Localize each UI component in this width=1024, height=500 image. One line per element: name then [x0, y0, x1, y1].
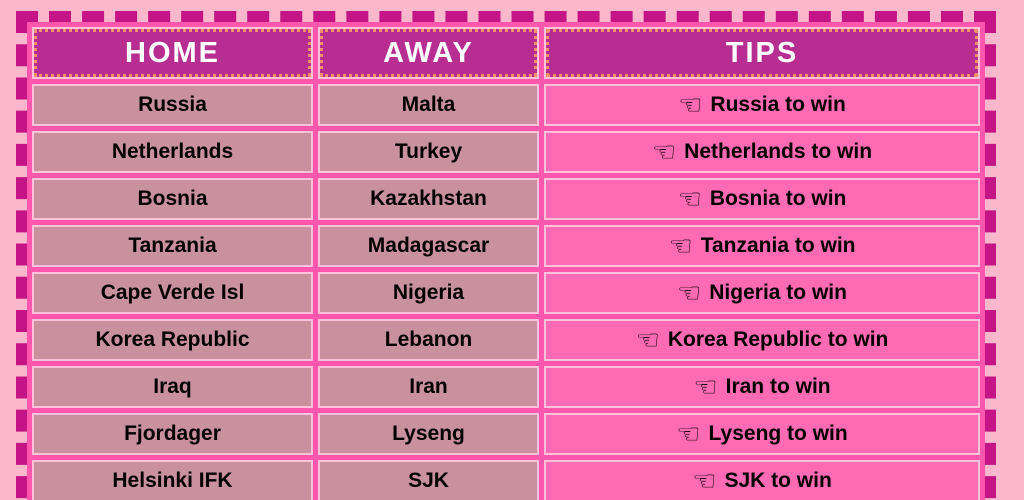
pointing-hand-left-icon: ☜ [668, 230, 693, 262]
away-column-header: AWAY [320, 29, 537, 77]
tips-column-header: TIPS [546, 29, 978, 77]
pointing-hand-left-icon: ☜ [676, 418, 701, 450]
away-team-cell: SJK [318, 460, 539, 500]
home-team-cell: Russia [32, 84, 313, 126]
pointing-hand-left-icon: ☜ [693, 371, 718, 403]
table-row: Korea Republic Lebanon ☜ Korea Republic t… [32, 319, 980, 361]
table-row: Helsinki IFK SJK ☜ SJK to win [32, 460, 980, 500]
tip-text: Russia to win [710, 92, 846, 116]
tip-cell: ☜ Korea Republic to win [544, 319, 980, 361]
tip-cell: ☜ Russia to win [544, 84, 980, 126]
tip-cell: ☜ Tanzania to win [544, 225, 980, 267]
header-cell-home: HOME [32, 27, 313, 79]
tip-text: Iran to win [725, 374, 831, 398]
tip-cell: ☜ Lyseng to win [544, 413, 980, 455]
table-row: Bosnia Kazakhstan ☜ Bosnia to win [32, 178, 980, 220]
table-row: Fjordager Lyseng ☜ Lyseng to win [32, 413, 980, 455]
dashed-border-frame: HOME AWAY TIPS Russia Malta ☜ Russia to w… [16, 11, 996, 500]
header-row: HOME AWAY TIPS [32, 27, 980, 79]
home-team-cell: Bosnia [32, 178, 313, 220]
tip-text: SJK to win [724, 468, 832, 492]
away-team-cell: Nigeria [318, 272, 539, 314]
table-row: Netherlands Turkey ☜ Netherlands to win [32, 131, 980, 173]
home-team-cell: Korea Republic [32, 319, 313, 361]
header-cell-tips: TIPS [544, 27, 980, 79]
table-body: Russia Malta ☜ Russia to win Netherlands … [32, 84, 980, 500]
table-header: HOME AWAY TIPS [32, 27, 980, 79]
table-row: Cape Verde Isl Nigeria ☜ Nigeria to win [32, 272, 980, 314]
home-team-cell: Netherlands [32, 131, 313, 173]
table-row: Tanzania Madagascar ☜ Tanzania to win [32, 225, 980, 267]
tip-text: Netherlands to win [684, 139, 873, 163]
pointing-hand-left-icon: ☜ [678, 89, 703, 121]
tip-cell: ☜ Netherlands to win [544, 131, 980, 173]
away-team-cell: Malta [318, 84, 539, 126]
pointing-hand-left-icon: ☜ [692, 465, 717, 497]
tip-cell: ☜ SJK to win [544, 460, 980, 500]
tip-cell: ☜ Iran to win [544, 366, 980, 408]
tip-cell: ☜ Nigeria to win [544, 272, 980, 314]
tip-text: Bosnia to win [709, 186, 847, 210]
tip-text: Lyseng to win [708, 421, 848, 445]
home-team-cell: Fjordager [32, 413, 313, 455]
pointing-hand-left-icon: ☜ [651, 136, 677, 168]
table-row: Russia Malta ☜ Russia to win [32, 84, 980, 126]
away-team-cell: Lyseng [318, 413, 539, 455]
away-team-cell: Madagascar [318, 225, 539, 267]
away-team-cell: Iran [318, 366, 539, 408]
pointing-hand-left-icon: ☜ [677, 277, 702, 309]
home-team-cell: Helsinki IFK [32, 460, 313, 500]
tip-text: Tanzania to win [700, 233, 856, 257]
away-team-cell: Kazakhstan [318, 178, 539, 220]
tip-text: Korea Republic to win [667, 327, 889, 351]
away-team-cell: Turkey [318, 131, 539, 173]
away-team-cell: Lebanon [318, 319, 539, 361]
table-row: Iraq Iran ☜ Iran to win [32, 366, 980, 408]
home-column-header: HOME [34, 29, 311, 77]
home-team-cell: Tanzania [32, 225, 313, 267]
pointing-hand-left-icon: ☜ [635, 324, 660, 356]
tip-cell: ☜ Bosnia to win [544, 178, 980, 220]
home-team-cell: Cape Verde Isl [32, 272, 313, 314]
home-team-cell: Iraq [32, 366, 313, 408]
pointing-hand-left-icon: ☜ [677, 183, 702, 215]
header-cell-away: AWAY [318, 27, 539, 79]
betting-tips-table: HOME AWAY TIPS Russia Malta ☜ Russia to w… [27, 22, 985, 500]
tip-text: Nigeria to win [709, 280, 847, 304]
